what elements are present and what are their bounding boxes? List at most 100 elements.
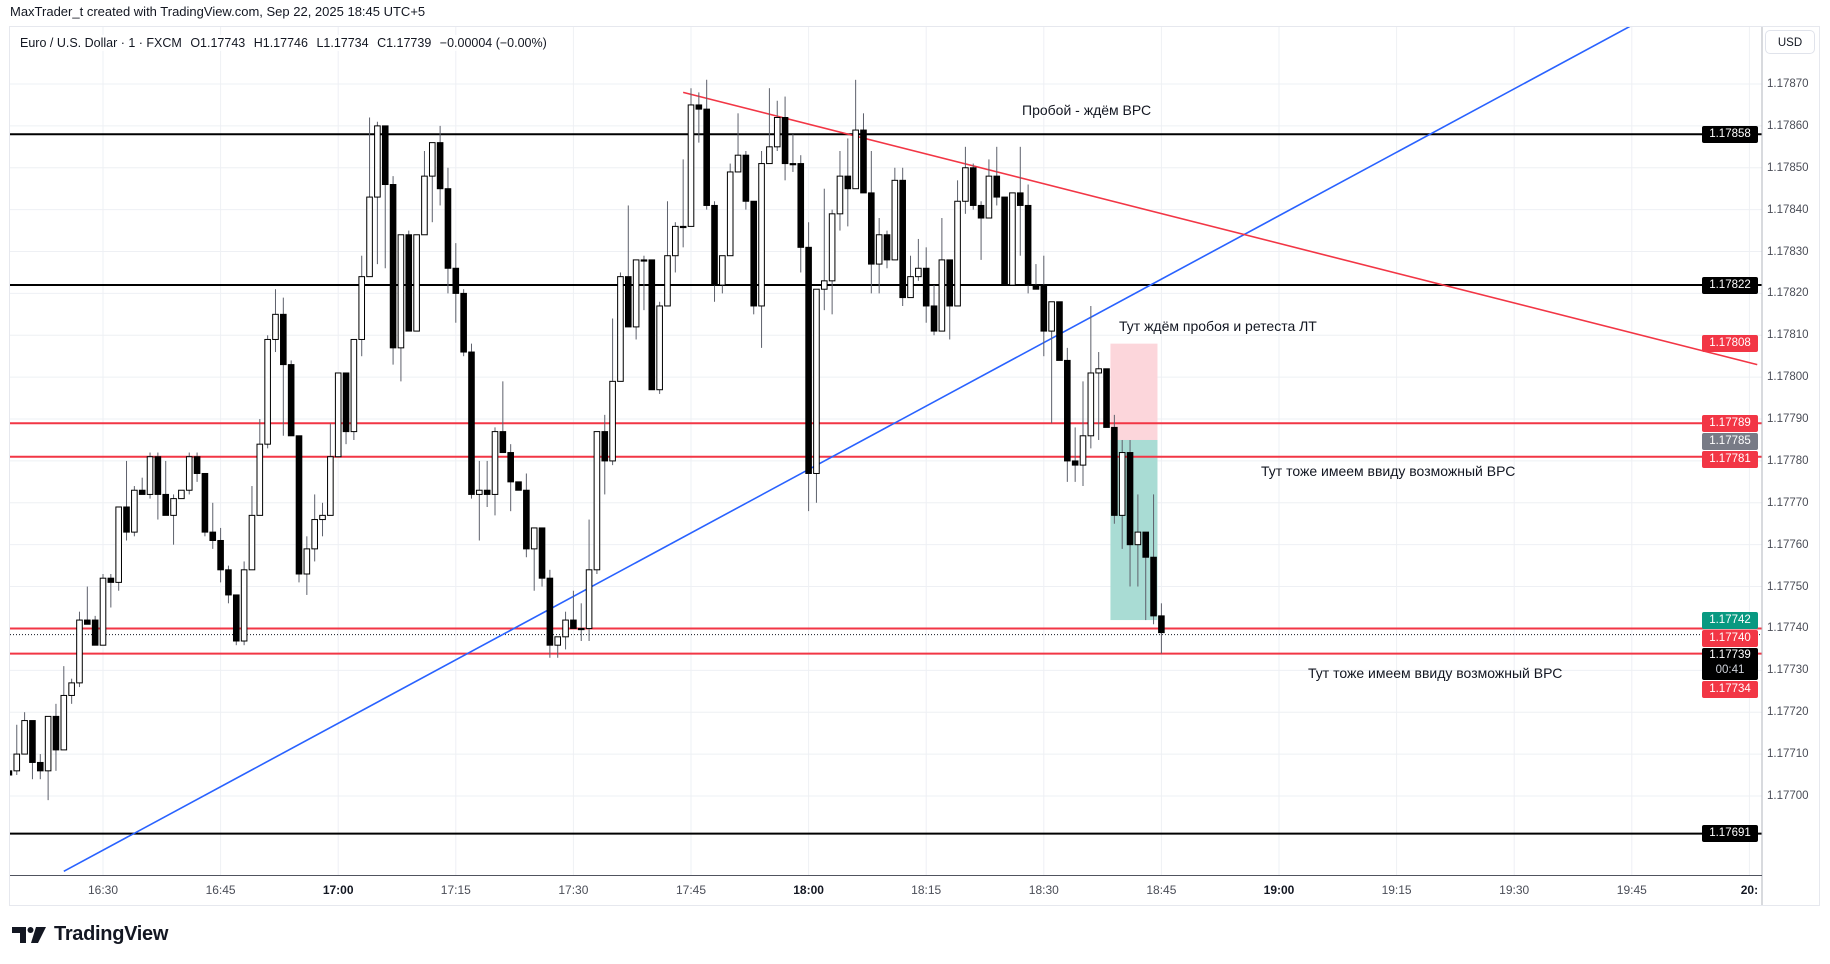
- candle: [1111, 414, 1118, 524]
- annotation-possible-vrs-upper[interactable]: Тут тоже имеем ввиду возможный ВРС: [1261, 463, 1516, 479]
- candle: [758, 151, 765, 348]
- currency-button[interactable]: USD: [1765, 30, 1815, 54]
- candle: [1134, 494, 1142, 587]
- candle-body-up: [828, 213, 836, 282]
- price-tag: 1.17739 00:41: [1702, 647, 1758, 680]
- candle: [632, 259, 640, 340]
- candle-body-down: [1001, 196, 1008, 286]
- candle-body-down: [1111, 426, 1118, 516]
- candle-body-up: [1118, 452, 1126, 516]
- annotation-possible-vrs-lower[interactable]: Тут тоже имеем ввиду возможный ВРС: [1308, 665, 1563, 681]
- price-axis[interactable]: 1.17870 1.17860 1.17850 1.17840 1.17830 1.178…: [1763, 27, 1819, 875]
- candle: [1001, 196, 1008, 286]
- time-tick-label: 18:45: [1146, 883, 1177, 897]
- annotation-breakout[interactable]: Пробой - ждём ВРС: [1022, 102, 1152, 118]
- candle-body-up: [1134, 531, 1142, 546]
- candle-body-up: [44, 715, 52, 772]
- candle: [672, 222, 679, 273]
- time-tick-label: 20:: [1740, 883, 1759, 897]
- candle-body-up: [758, 163, 765, 307]
- price-tag-value: 1.17691: [1709, 827, 1751, 840]
- time-tick-label: 18:15: [911, 883, 942, 897]
- candle-body-down: [601, 431, 609, 462]
- candle: [577, 603, 585, 642]
- take-profit-zone: [1110, 439, 1158, 621]
- candle-body-down: [232, 594, 240, 642]
- candle-body-up: [554, 636, 562, 646]
- candle-body-down: [1056, 301, 1063, 361]
- symbol-name[interactable]: Euro / U.S. Dollar · 1 · FXCM: [20, 36, 182, 50]
- ohlc-change: −0.00004 (−0.00%): [439, 36, 547, 50]
- candle: [1016, 146, 1024, 256]
- candle-body-down: [523, 489, 530, 550]
- candle: [679, 159, 687, 248]
- candle-body-down: [570, 619, 577, 629]
- candle: [609, 318, 616, 466]
- candle-body-up: [1009, 192, 1016, 286]
- candle: [624, 205, 632, 328]
- price-tick-label: 1.17870: [1767, 78, 1809, 90]
- candle: [523, 473, 530, 558]
- price-tag-value: 1.17742: [1709, 613, 1751, 626]
- candle-body-up: [185, 456, 193, 491]
- candle: [1103, 368, 1110, 428]
- candle-body-down: [193, 456, 201, 474]
- candle: [52, 703, 60, 771]
- candle-body-up: [726, 171, 734, 257]
- candle: [993, 146, 1001, 206]
- time-tick-label: 16:45: [205, 883, 236, 897]
- candle: [178, 489, 185, 500]
- candle-body-down: [1024, 204, 1032, 286]
- candle: [21, 712, 28, 755]
- candle: [44, 715, 52, 801]
- candle-body-up: [248, 514, 256, 571]
- candle: [295, 435, 303, 583]
- time-axis[interactable]: 16:30 16:45 17:00 17:15 17:30 17:45 18:00 18:15…: [9, 876, 1762, 905]
- candle-body-up: [99, 577, 107, 646]
- price-tag: 1.17740: [1702, 629, 1758, 647]
- candle: [428, 142, 436, 223]
- candle: [358, 255, 366, 357]
- candle: [711, 201, 718, 302]
- candle: [726, 163, 734, 257]
- candle: [1150, 494, 1157, 625]
- candle-body-up: [21, 720, 28, 755]
- candle-body-up: [397, 234, 405, 349]
- candle-body-up: [491, 431, 499, 495]
- candle: [538, 527, 546, 587]
- price-tag-value: 1.17740: [1709, 631, 1751, 644]
- candle: [515, 481, 522, 491]
- candle-body-down: [1103, 368, 1110, 428]
- candle: [915, 238, 922, 281]
- candle: [1048, 301, 1055, 424]
- candle-body-down: [280, 313, 287, 366]
- price-tag-value: 1.17781: [1709, 452, 1751, 465]
- candle-body-down: [389, 184, 397, 349]
- candle: [123, 460, 130, 541]
- candle: [138, 477, 146, 495]
- candle-body-up: [875, 234, 883, 265]
- time-tick-label: 17:00: [322, 883, 354, 897]
- candle-body-up: [907, 276, 914, 299]
- candle-body-down: [287, 364, 295, 437]
- candle: [209, 502, 217, 549]
- candle: [452, 243, 460, 323]
- tradingview-logo[interactable]: TradingView: [12, 923, 168, 946]
- candle-body-down: [969, 167, 977, 206]
- price-tick-label: 1.17770: [1767, 496, 1809, 509]
- candle-body-up: [954, 200, 961, 307]
- candle-body-up: [530, 527, 538, 550]
- candle: [232, 594, 240, 646]
- price-tag: 1.17734: [1702, 680, 1758, 698]
- candle: [1040, 255, 1048, 357]
- candle-body-down: [930, 305, 938, 332]
- chart-panel: [9, 26, 1820, 906]
- chart-attribution: MaxTrader_t created with TradingView.com…: [10, 4, 426, 19]
- annotation-retest[interactable]: Тут ждём пробоя и ретеста ЛТ: [1119, 318, 1317, 334]
- time-tick-label: 19:15: [1381, 883, 1412, 897]
- candle: [146, 452, 154, 499]
- candle: [115, 506, 122, 591]
- candle-body-down: [29, 720, 36, 763]
- tradingview-logo-text: TradingView: [54, 923, 169, 945]
